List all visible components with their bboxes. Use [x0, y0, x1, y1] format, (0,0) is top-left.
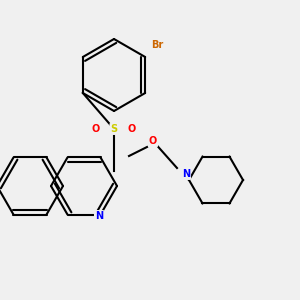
Text: Br: Br: [151, 40, 163, 50]
Text: O: O: [128, 124, 136, 134]
Text: N: N: [182, 169, 190, 179]
Text: N: N: [95, 211, 103, 221]
Text: O: O: [149, 136, 157, 146]
Text: O: O: [92, 124, 100, 134]
Text: S: S: [110, 124, 118, 134]
